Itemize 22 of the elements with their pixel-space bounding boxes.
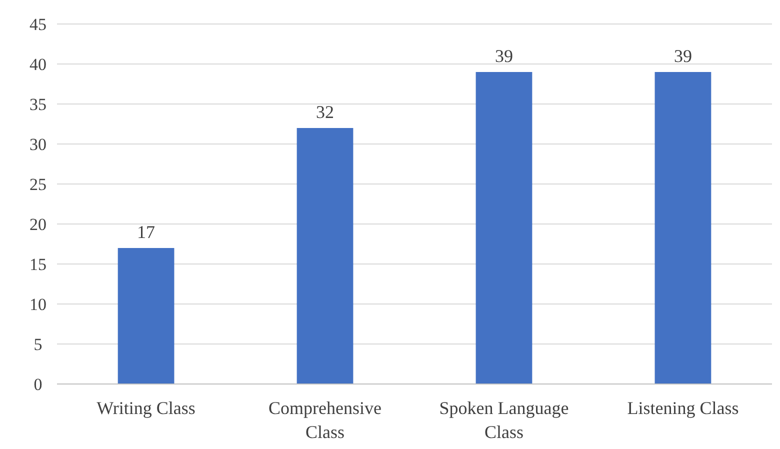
bar xyxy=(476,72,532,384)
data-label: 17 xyxy=(137,222,156,242)
x-tick-label: Comprehensive Class xyxy=(268,398,382,442)
x-tick-label: Writing Class xyxy=(96,398,196,418)
y-tick-label: 15 xyxy=(30,254,46,274)
y-tick-label: 30 xyxy=(30,134,46,154)
data-label: 39 xyxy=(674,46,692,66)
y-tick-label: 35 xyxy=(30,94,46,114)
x-tick-label: Spoken Language Class xyxy=(439,398,569,442)
data-label: 39 xyxy=(494,46,513,66)
y-tick-label: 20 xyxy=(30,214,46,234)
x-tick-label: Listening Class xyxy=(627,398,739,418)
y-tick-label: 10 xyxy=(30,294,46,314)
bar xyxy=(654,72,712,384)
bar xyxy=(296,128,354,384)
y-tick-label: 25 xyxy=(30,174,46,194)
y-tick-label: 0 xyxy=(34,374,42,394)
data-label: 32 xyxy=(316,102,334,122)
y-tick-label: 40 xyxy=(30,54,46,74)
y-tick-label: 5 xyxy=(34,334,42,354)
bar xyxy=(118,248,174,384)
y-tick-label: 45 xyxy=(30,14,46,34)
